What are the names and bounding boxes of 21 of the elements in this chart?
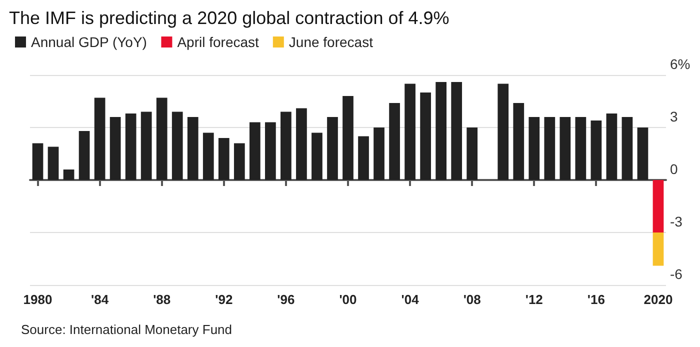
x-tick-label: '16: [587, 292, 605, 307]
y-tick-label: 3: [670, 108, 678, 124]
x-tick-label: '00: [339, 292, 357, 307]
y-tick-label: -3: [670, 214, 683, 230]
x-tick-label: '88: [153, 292, 171, 307]
x-tick-label: '04: [401, 292, 420, 307]
x-tick-label: '96: [277, 292, 295, 307]
x-tick-label: '12: [525, 292, 543, 307]
x-tick-label: '84: [91, 292, 110, 307]
source-note: Source: International Monetary Fund: [21, 322, 232, 337]
legend-label: Annual GDP (YoY): [31, 34, 147, 50]
x-tick-label: '92: [215, 292, 233, 307]
legend-label: April forecast: [177, 34, 260, 50]
y-tick-label: 6%: [670, 56, 690, 72]
x-tick-label: '08: [463, 292, 481, 307]
y-tick-label: 0: [670, 161, 678, 177]
x-tick-label: 2020: [644, 292, 673, 307]
y-tick-label: -6: [670, 266, 683, 282]
x-tick-label: 1980: [23, 292, 52, 307]
legend-label: June forecast: [288, 34, 374, 50]
chart-title: The IMF is predicting a 2020 global contraction of 4.9%: [9, 8, 450, 28]
